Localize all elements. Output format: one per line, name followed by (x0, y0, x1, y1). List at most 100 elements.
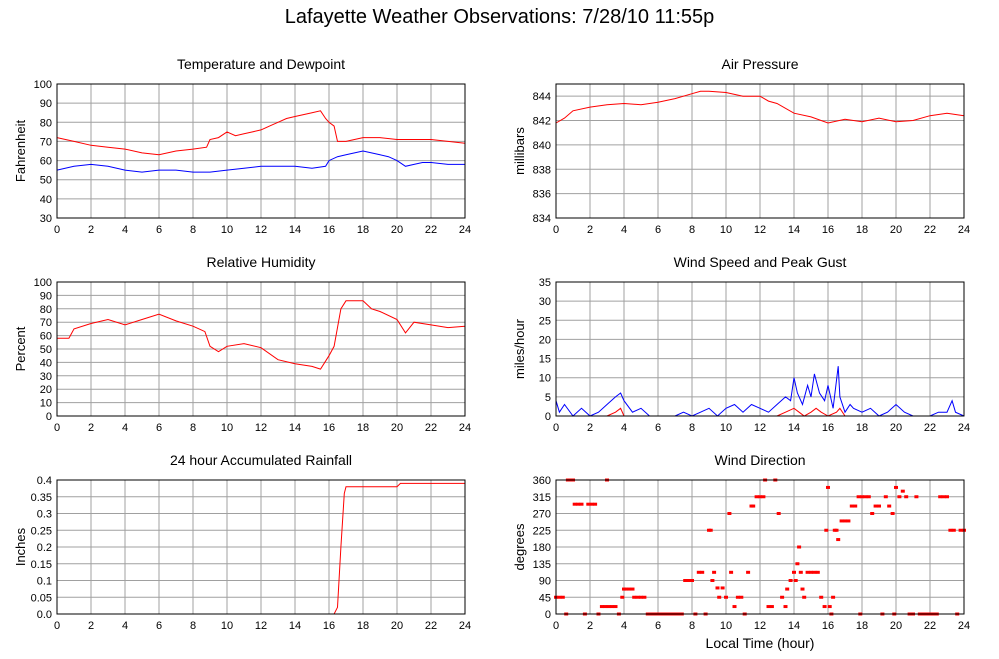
dir-point (958, 528, 963, 532)
wind-x-tick-label: 18 (856, 422, 868, 434)
dir-point (798, 570, 803, 574)
rh-title: Relative Humidity (207, 254, 316, 270)
press-x-tick-label: 4 (621, 224, 627, 236)
rh-x-tick-label: 14 (289, 422, 301, 434)
dir-point (690, 579, 694, 582)
rain-title: 24 hour Accumulated Rainfall (170, 452, 352, 468)
press-x-tick-label: 6 (655, 224, 661, 236)
dir-point (860, 495, 864, 499)
rh-y-tick-label: 100 (34, 277, 52, 289)
temp-x-tick-label: 24 (459, 224, 471, 236)
rain-x-tick-label: 12 (255, 620, 267, 632)
press-y-tick-label: 836 (533, 189, 551, 201)
dir-point (712, 570, 717, 574)
dir-point (576, 502, 581, 506)
dir-point (746, 570, 751, 574)
wind-x-tick-label: 4 (621, 422, 627, 434)
dir-point (557, 595, 562, 599)
rh-x-tick-label: 18 (357, 422, 369, 434)
dir-point (623, 587, 628, 591)
rain-y-tick-label: 0.0 (37, 609, 52, 621)
rain-y-tick-label: 0.3 (37, 509, 52, 521)
dir-point (586, 502, 591, 506)
temp-x-tick-label: 20 (391, 224, 403, 236)
dir-y-tick-label: 135 (533, 559, 551, 571)
dir-point (802, 595, 807, 599)
dir-x-tick-label: 18 (856, 620, 868, 632)
rain-y-tick-label: 0.2 (37, 542, 52, 554)
dir-x-tick-label: 20 (890, 620, 902, 632)
dir-point (856, 495, 861, 499)
dir-point (603, 605, 608, 609)
dir-x-tick-label: 24 (958, 620, 970, 632)
dir-x-tick-label: 12 (754, 620, 766, 632)
rh-y-tick-label: 30 (40, 371, 52, 383)
dir-point (783, 605, 788, 609)
temp-y-tick-label: 70 (40, 136, 52, 148)
rain-y-tick-label: 0.1 (37, 576, 52, 588)
dir-point (751, 504, 756, 508)
dir-point (717, 595, 722, 599)
rh-x-tick-label: 2 (88, 422, 94, 434)
rh-x-tick-label: 16 (323, 422, 335, 434)
rain-x-tick-label: 20 (391, 620, 403, 632)
temp-x-tick-label: 0 (54, 224, 60, 236)
dir-point (914, 495, 919, 499)
press-title: Air Pressure (721, 56, 798, 72)
wind-y-axis-label: miles/hour (512, 318, 527, 379)
dir-point (900, 489, 905, 493)
temp-x-tick-label: 8 (190, 224, 196, 236)
rh-x-tick-label: 22 (425, 422, 437, 434)
dir-point (632, 595, 637, 599)
dir-point (795, 562, 800, 566)
rh-x-tick-label: 10 (221, 422, 233, 434)
rain-x-tick-label: 8 (190, 620, 196, 632)
press-y-axis-label: millibars (512, 127, 527, 175)
dir-point (780, 595, 785, 599)
dir-point (805, 570, 810, 574)
dir-point (873, 504, 878, 508)
dir-point (761, 495, 766, 499)
wind-y-tick-label: 10 (539, 373, 551, 385)
rh-y-tick-label: 60 (40, 331, 52, 343)
dir-point (941, 495, 946, 499)
press-y-tick-label: 840 (533, 140, 551, 152)
dir-point (853, 504, 858, 508)
rh-x-tick-label: 12 (255, 422, 267, 434)
dir-point (683, 579, 688, 582)
dir-point (606, 605, 611, 609)
page-title: Lafayette Weather Observations: 7/28/10 … (284, 6, 715, 28)
dir-point (696, 570, 701, 574)
dir-y-tick-label: 45 (539, 592, 551, 604)
dir-point (572, 502, 577, 506)
press-y-tick-label: 834 (533, 213, 551, 225)
dir-plot-frame (555, 479, 965, 615)
rh-y-tick-label: 90 (40, 290, 52, 302)
dir-x-tick-label: 4 (621, 620, 627, 632)
dir-title: Wind Direction (714, 452, 805, 468)
dir-point (792, 570, 796, 574)
dir-point (724, 595, 728, 599)
wind-x-tick-label: 20 (890, 422, 902, 434)
dir-x-tick-label: 16 (822, 620, 834, 632)
wind-y-tick-label: 20 (539, 334, 551, 346)
rh-x-tick-label: 6 (156, 422, 162, 434)
dir-y-tick-label: 225 (533, 525, 551, 537)
dir-point (809, 570, 813, 574)
wind-y-tick-label: 15 (539, 354, 551, 366)
dir-point (700, 570, 705, 574)
dir-point (846, 519, 851, 523)
dir-y-tick-label: 180 (533, 542, 551, 554)
temp-title: Temperature and Dewpoint (177, 56, 345, 72)
dir-point (639, 595, 643, 599)
wind-x-tick-label: 6 (655, 422, 661, 434)
rh-y-tick-label: 0 (46, 411, 52, 423)
dir-point (630, 587, 635, 591)
dir-point (727, 512, 732, 515)
press-x-tick-label: 22 (924, 224, 936, 236)
dir-point (769, 605, 774, 609)
wind-y-tick-label: 5 (545, 392, 551, 404)
dir-point (945, 495, 949, 499)
rh-y-tick-label: 80 (40, 304, 52, 316)
press-x-tick-label: 10 (720, 224, 732, 236)
